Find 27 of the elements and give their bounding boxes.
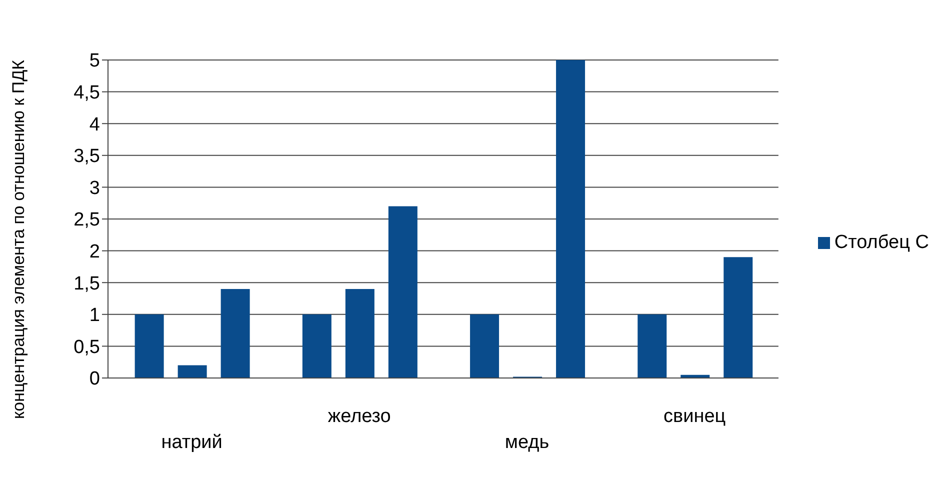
bar (345, 288, 374, 378)
bar (220, 288, 250, 378)
y-tick-label: 3,5 (74, 146, 100, 168)
x-tick-label: железо (328, 406, 391, 427)
bar (134, 314, 164, 378)
y-tick-label: 4 (89, 114, 100, 136)
x-tick-label: медь (504, 432, 550, 453)
y-tick-label: 2,5 (74, 210, 100, 231)
bar (302, 314, 332, 378)
bar (470, 314, 500, 378)
y-tick-label: 1 (89, 305, 100, 326)
bar (178, 365, 207, 378)
bar (556, 60, 586, 378)
y-axis-title: концентрация элемента по отношению к ПДК (9, 60, 28, 419)
y-tick-label: 5 (89, 50, 100, 72)
bar (724, 257, 753, 378)
y-tick-label: 0,5 (74, 336, 100, 358)
y-tick-label: 3 (89, 178, 100, 199)
y-tick-label: 1,5 (74, 273, 100, 294)
bar (638, 314, 667, 378)
y-tick-label: 0 (89, 368, 100, 390)
x-tick-label: натрий (161, 432, 222, 453)
bar (388, 206, 418, 378)
y-tick-label: 4,5 (74, 82, 100, 104)
legend-label: Столбец C (834, 232, 929, 253)
x-tick-label: свинец (664, 406, 726, 427)
y-tick-label: 2 (89, 242, 100, 263)
